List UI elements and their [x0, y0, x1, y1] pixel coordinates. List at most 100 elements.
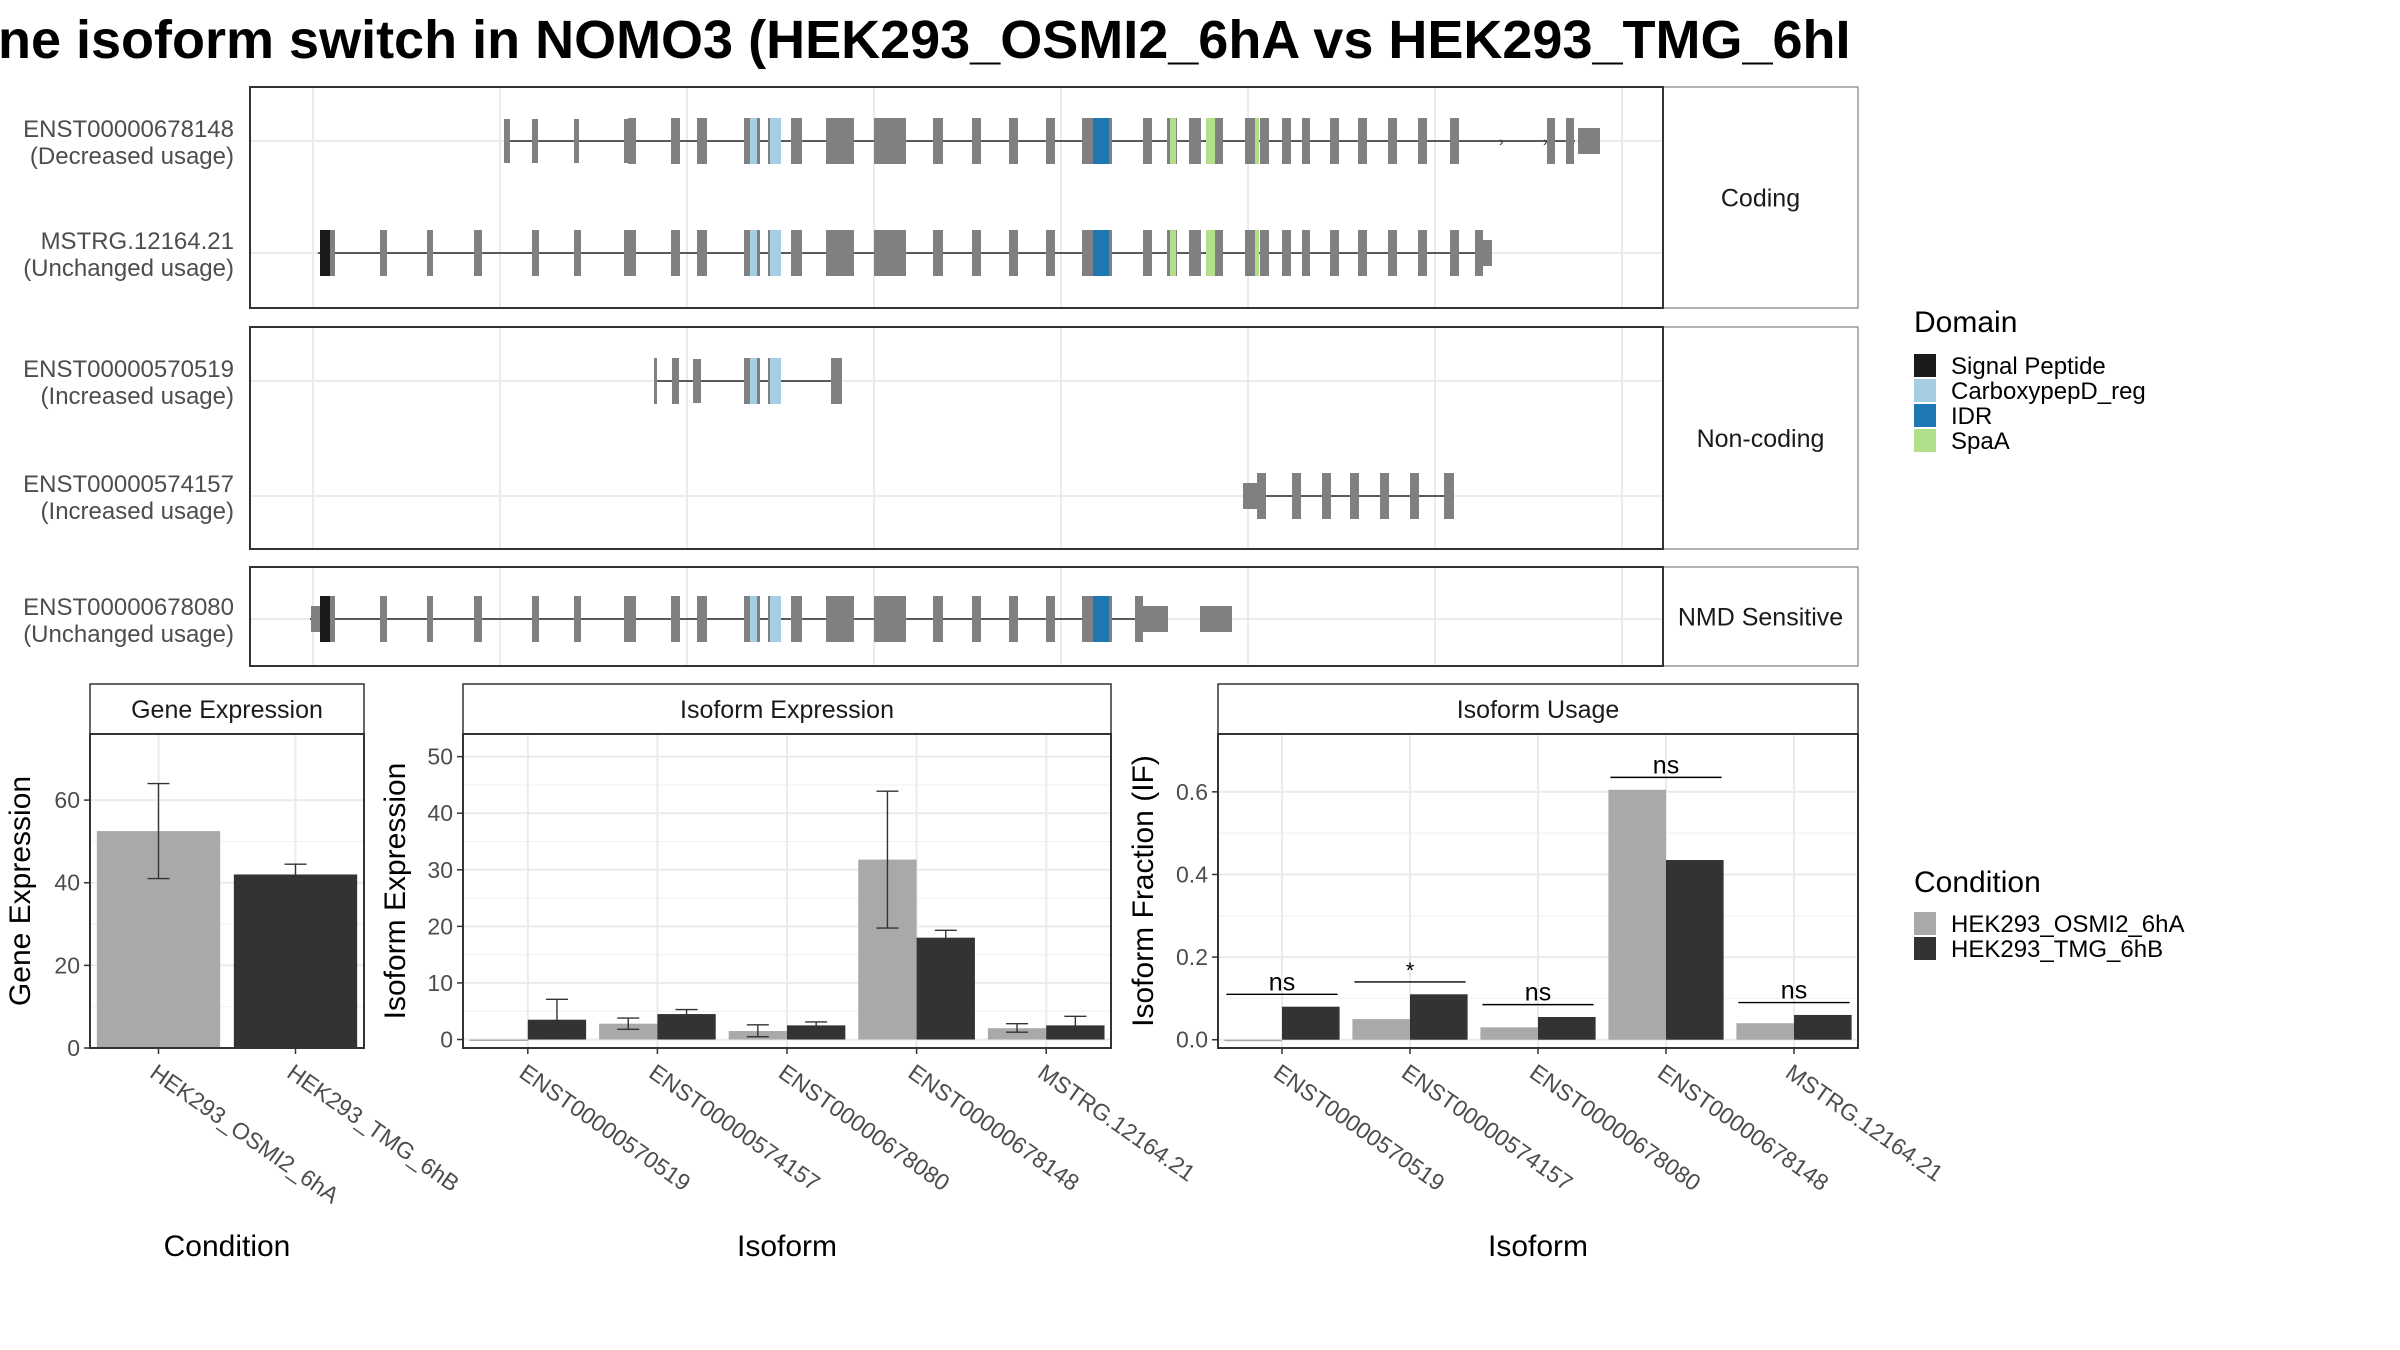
- exon: [1143, 230, 1152, 276]
- structure-panel-bg: [250, 87, 1663, 308]
- y-tick-label: 30: [427, 857, 453, 883]
- exon: [1257, 473, 1266, 519]
- y-tick-label: 40: [54, 870, 80, 896]
- main-title: ne isoform switch in NOMO3 (HEK293_OSMI2…: [0, 10, 1851, 70]
- strip-label-0: Coding: [1721, 185, 1800, 213]
- exon: [1046, 118, 1055, 164]
- exon: [883, 230, 894, 276]
- exon: [532, 596, 539, 642]
- domain-legend-label: Signal Peptide: [1951, 353, 2106, 380]
- exon: [1330, 230, 1339, 276]
- strip-box: [1662, 86, 1859, 309]
- exon: [672, 358, 679, 404]
- carboxypepD-reg-domain: [770, 230, 781, 276]
- exon: [574, 230, 581, 276]
- y-tick-label: 40: [427, 800, 453, 826]
- exon: [835, 118, 846, 164]
- isoform-usage-label: (Unchanged usage): [23, 621, 234, 648]
- condition-legend-title: Condition: [1914, 866, 2041, 899]
- exon: [835, 230, 846, 276]
- spaA-domain: [1170, 230, 1176, 276]
- exon: [628, 230, 636, 276]
- bar: [1666, 860, 1724, 1040]
- structure-panel-bg: [250, 327, 1663, 549]
- exon: [671, 596, 680, 642]
- idr-domain: [1093, 118, 1109, 164]
- bar: [1224, 1039, 1282, 1042]
- significance-label: *: [1406, 958, 1415, 983]
- exon: [1330, 118, 1339, 164]
- strand-arrow: ›: [1499, 133, 1504, 149]
- exon: [1189, 118, 1201, 164]
- exon: [1046, 596, 1055, 642]
- bar: [233, 874, 358, 1048]
- domain-legend-key: [1914, 354, 1936, 377]
- bar: [1352, 1019, 1410, 1040]
- signal-peptide-domain: [320, 596, 332, 642]
- bar: [1282, 1006, 1340, 1040]
- strip-box: [1662, 326, 1859, 550]
- exon: [1380, 473, 1389, 519]
- exon: [1388, 230, 1397, 276]
- exon: [697, 118, 707, 164]
- isoform-usage-label: (Increased usage): [41, 383, 234, 410]
- exon: [1200, 606, 1232, 632]
- exon: [532, 230, 539, 276]
- exon: [1444, 473, 1454, 519]
- exon: [972, 230, 981, 276]
- strip-box: [462, 683, 1112, 735]
- spaA-domain: [1255, 118, 1259, 164]
- signal-peptide-domain: [320, 230, 332, 276]
- domain-legend-label: CarboxypepD_reg: [1951, 378, 2146, 405]
- exon: [1388, 118, 1397, 164]
- carboxypepD-reg-domain: [770, 118, 781, 164]
- exon: [654, 358, 657, 404]
- significance-label: ns: [1781, 977, 1807, 1005]
- exon: [1410, 473, 1419, 519]
- y-tick-label: 0.2: [1176, 944, 1208, 970]
- exon: [933, 230, 943, 276]
- exon: [1260, 118, 1269, 164]
- y-tick-label: 60: [54, 787, 80, 813]
- exon: [697, 230, 707, 276]
- domain-legend-key: [1914, 379, 1936, 402]
- isoform-id-label: ENST00000570519: [23, 356, 234, 383]
- structure-panel-border: [249, 326, 1664, 550]
- chart-title: Isoform Usage: [1457, 696, 1620, 724]
- idr-domain: [1093, 596, 1109, 642]
- exon: [874, 230, 884, 276]
- isoform-id-label: ENST00000678080: [23, 594, 234, 621]
- y-tick-label: 0.6: [1176, 779, 1208, 805]
- y-axis-title: Isoform Expression: [379, 763, 412, 1020]
- exon: [504, 119, 510, 163]
- spaA-domain: [1255, 230, 1259, 276]
- chart-title: Gene Expression: [131, 696, 323, 724]
- exon: [1302, 230, 1310, 276]
- y-tick-label: 0: [67, 1035, 80, 1061]
- spaA-domain: [1206, 118, 1215, 164]
- exon: [1547, 118, 1555, 164]
- exon: [474, 596, 482, 642]
- exon: [874, 596, 884, 642]
- isoform-structure-panel: Coding Non-coding NMD Sensitive ENST0000067…: [23, 86, 1859, 667]
- exon: [1322, 473, 1331, 519]
- exon: [1214, 230, 1223, 276]
- exon: [427, 230, 433, 276]
- domain-legend-key: [1914, 404, 1936, 427]
- exon: [697, 596, 707, 642]
- carboxypepD-reg-domain: [770, 358, 781, 404]
- y-axis-title: Gene Expression: [4, 776, 37, 1006]
- exon: [791, 118, 802, 164]
- carboxypepD-reg-domain: [750, 596, 757, 642]
- exon: [1009, 230, 1018, 276]
- exon: [972, 596, 981, 642]
- exon: [744, 358, 749, 404]
- exon: [1350, 473, 1359, 519]
- y-tick-label: 20: [54, 952, 80, 978]
- exon: [896, 596, 906, 642]
- structure-panel-border: [249, 566, 1664, 667]
- exon: [1482, 240, 1492, 266]
- exon: [1143, 606, 1168, 632]
- strip-label-2: NMD Sensitive: [1678, 604, 1843, 632]
- isoform-usage-chart: Isoform Usage0.00.20.40.6nsENST000005705…: [1127, 683, 1948, 1263]
